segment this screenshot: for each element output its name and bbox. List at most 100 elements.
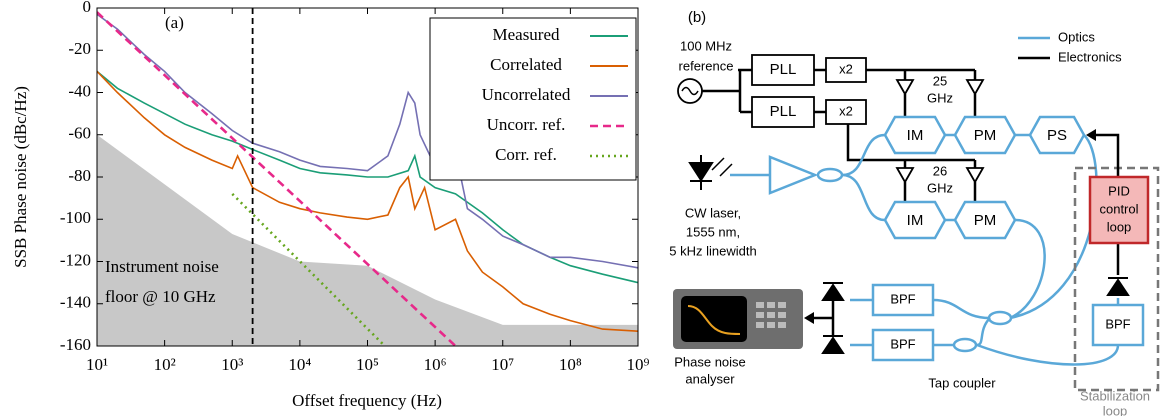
y-tick-label: -80 [68, 166, 91, 185]
modulator-text: IM [907, 127, 924, 144]
doubler-text: x2 [839, 103, 853, 118]
x-tick-label: 10⁶ [424, 355, 447, 374]
sine-icon [681, 86, 699, 96]
y-tick-label: -140 [60, 293, 91, 312]
freq-text: 25 [933, 73, 947, 88]
y-tick-label: -120 [60, 250, 91, 269]
legend-text: Uncorrelated [482, 85, 571, 104]
annotation: Instrument noise [105, 257, 219, 276]
electronics-wire [1094, 133, 1120, 275]
stabilization-box [1073, 166, 1160, 392]
laser-text: CW laser, [685, 205, 741, 220]
y-tick-label: -60 [68, 124, 91, 143]
setup-diagram: (b) Optics Electronics 100 MHz reference… [669, 9, 1160, 416]
x-tick-label: 10³ [221, 355, 243, 374]
x-tick-label: 10⁹ [627, 355, 650, 374]
pll-text: PLL [770, 61, 797, 78]
rf-amplifier [895, 79, 985, 184]
analyser-screen [681, 296, 747, 342]
legend-text: Optics [1058, 29, 1095, 44]
bpf-text: BPF [1105, 316, 1130, 331]
doubler-box [825, 99, 867, 125]
x-tick-label: 10⁴ [288, 355, 311, 374]
legend-box [429, 17, 637, 181]
analyser-text: Phase noise [674, 354, 746, 369]
stabilization-text: Stabilization [1080, 388, 1150, 403]
y-axis-label: SSB Phase noise (dBc/Hz) [11, 86, 30, 268]
series-line [97, 11, 457, 346]
reference-text: reference [679, 58, 734, 73]
pid-text: control [1099, 201, 1138, 216]
bpf-box [871, 328, 935, 362]
pll-box [751, 96, 815, 128]
modulator-text: PS [1047, 127, 1067, 144]
legend-text: Corr. ref. [495, 145, 557, 164]
phase-noise-chart: (a) Offset frequency (Hz) SSB Phase nois… [11, 0, 650, 410]
bpf-text: BPF [890, 291, 915, 306]
laser-text: 5 kHz linewidth [669, 243, 756, 258]
x-tick-label: 10² [154, 355, 176, 374]
modulator-text: PM [974, 127, 997, 144]
modulator [883, 115, 947, 155]
photodiode [821, 282, 845, 354]
optical-amplifier [768, 155, 819, 195]
noise-floor-area [97, 134, 638, 346]
analyser-text: analyser [685, 371, 735, 386]
y-tick-label: 0 [83, 0, 92, 16]
series-line [97, 70, 638, 332]
doubler-text: x2 [839, 61, 853, 76]
coupler [952, 337, 978, 353]
x-tick-label: 10⁷ [491, 355, 514, 374]
y-tick-label: -40 [68, 81, 91, 100]
pid-text: PID [1108, 183, 1130, 198]
bpf-box [1091, 303, 1145, 347]
analyser-trace [687, 305, 741, 335]
y-tick-label: -100 [60, 208, 91, 227]
tap-coupler-text: Tap coupler [928, 375, 996, 390]
electronics-wire [702, 68, 826, 114]
laser-text: 1555 nm, [686, 224, 740, 239]
electronics-wire [812, 300, 835, 336]
modulator [953, 200, 1017, 240]
x-axis-label: Offset frequency (Hz) [292, 391, 442, 410]
series-line [97, 70, 638, 284]
annotation: floor @ 10 GHz [105, 287, 216, 306]
x-tick-label: 10⁵ [356, 355, 379, 374]
y-tick-label: -20 [68, 39, 91, 58]
x-tick-label: 10¹ [86, 355, 108, 374]
modulator [953, 115, 1017, 155]
electronics-wire [846, 68, 977, 202]
legend-text: Electronics [1058, 49, 1122, 64]
modulator [883, 200, 947, 240]
pll-box [751, 54, 815, 86]
y-tick-label: -160 [60, 335, 91, 354]
freq-text: GHz [927, 180, 953, 195]
legend-text: Uncorr. ref. [487, 115, 566, 134]
series-line [97, 13, 638, 269]
bpf-text: BPF [890, 336, 915, 351]
coupler [987, 310, 1013, 326]
modulator-text: IM [907, 212, 924, 229]
laser-diode [688, 155, 714, 190]
x-tick-label: 10⁸ [559, 355, 582, 374]
panel-label: (b) [688, 9, 706, 26]
stabilization-text: loop [1103, 403, 1128, 416]
pid-box [1088, 175, 1150, 245]
photodiode [1106, 277, 1130, 296]
pid-text: loop [1107, 219, 1132, 234]
analyser-keypad [756, 302, 786, 328]
arrow-head [804, 312, 814, 324]
legend-text: Measured [492, 25, 560, 44]
coupler [816, 167, 844, 183]
emission-arrows [711, 157, 733, 177]
freq-text: 26 [933, 163, 947, 178]
bpf-box [871, 283, 935, 317]
arrow-head [1086, 129, 1096, 141]
pll-text: PLL [770, 103, 797, 120]
phase-shifter [1028, 115, 1086, 155]
legend-text: Correlated [490, 55, 562, 74]
freq-text: GHz [927, 90, 953, 105]
modulator-text: PM [974, 212, 997, 229]
panel-label: (a) [165, 13, 184, 32]
